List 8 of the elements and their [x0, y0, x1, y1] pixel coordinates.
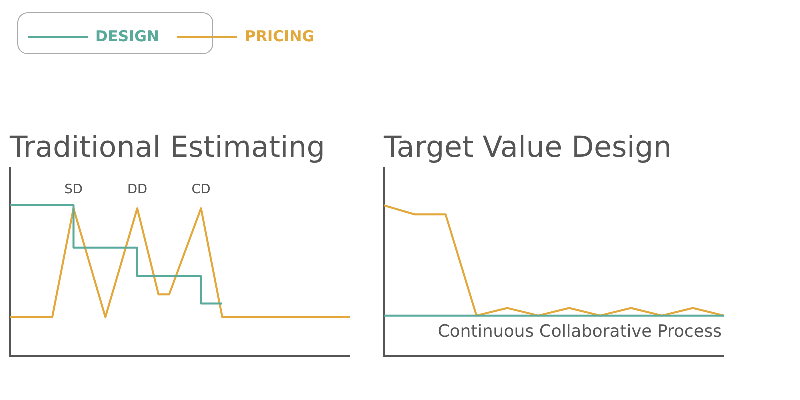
annotation: Continuous Collaborative Process: [438, 322, 722, 342]
legend-label: DESIGN: [96, 27, 160, 46]
chart-title: Target Value Design: [383, 130, 672, 164]
text: CD: [192, 182, 211, 198]
legend-label: PRICING: [244, 27, 315, 46]
text: SD: [64, 182, 83, 198]
text: DD: [127, 182, 148, 198]
chart-title: Traditional Estimating: [9, 130, 326, 164]
